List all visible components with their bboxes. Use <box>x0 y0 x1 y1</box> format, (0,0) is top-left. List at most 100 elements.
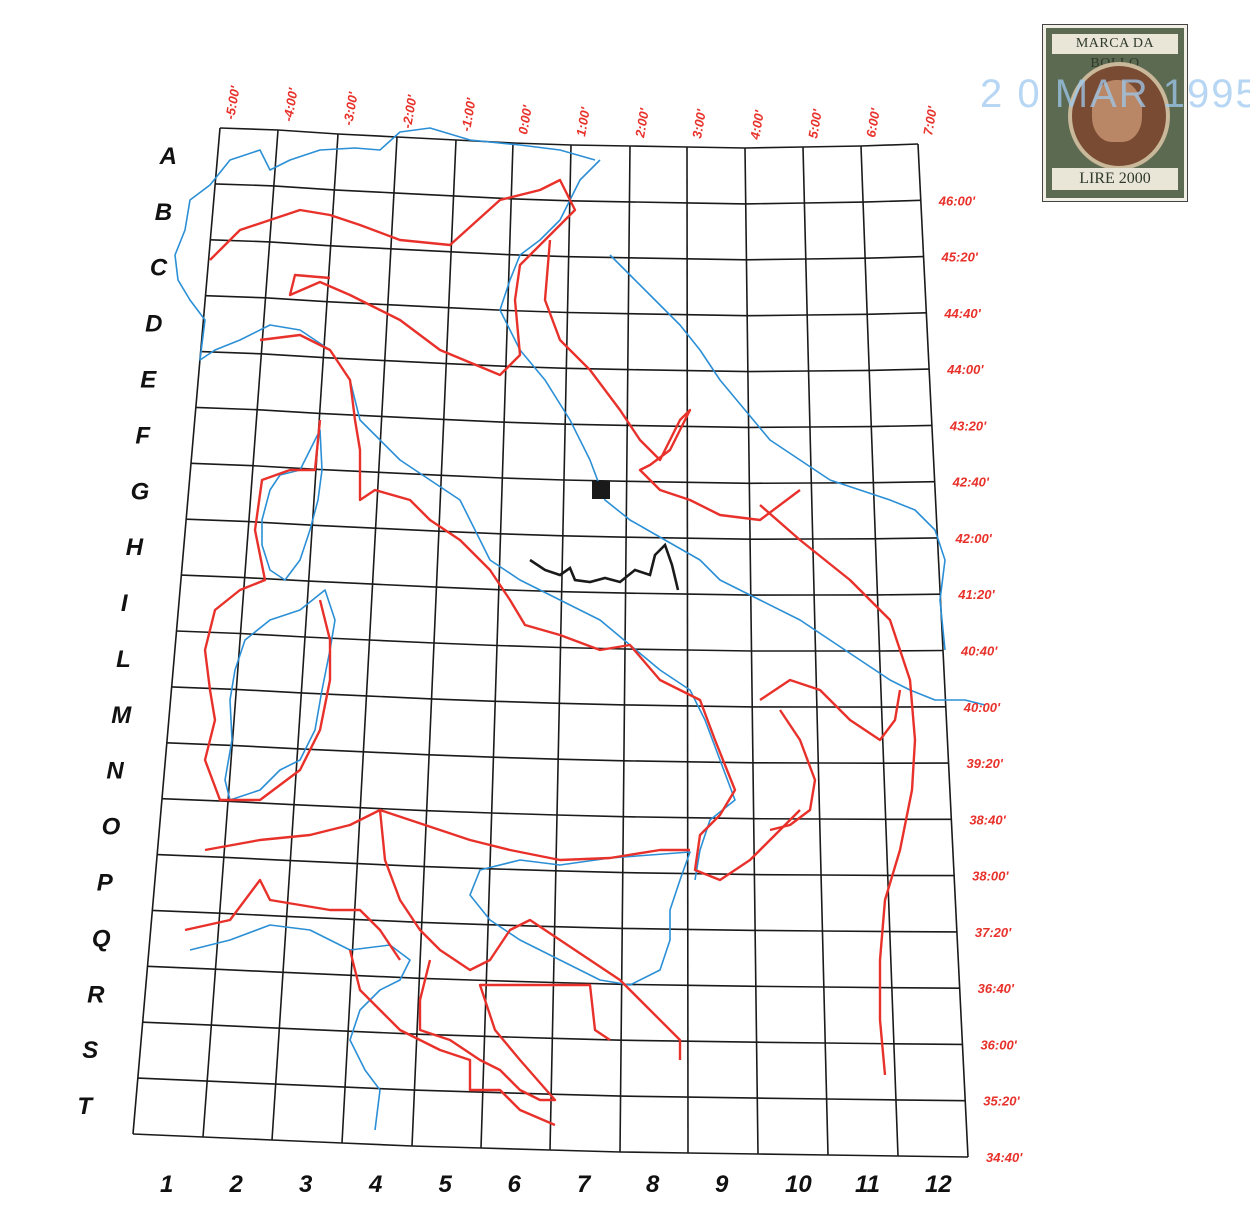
latitude-label: 34:40' <box>986 1150 1023 1165</box>
grid-parallel-line <box>195 406 932 429</box>
column-label: 7 <box>577 1171 592 1198</box>
latitude-label: 40:40' <box>960 644 998 659</box>
column-label: 12 <box>925 1171 952 1198</box>
row-label: Q <box>92 925 111 952</box>
coastline-sicily <box>469 851 691 986</box>
stamp-value: LIRE 2000 <box>1052 168 1178 190</box>
grid-parallel-line <box>142 1021 963 1046</box>
row-label: S <box>82 1037 98 1064</box>
row-label: N <box>106 758 124 785</box>
latitude-label: 35:20' <box>983 1094 1020 1109</box>
latitude-label: 36:00' <box>980 1037 1017 1052</box>
boundary-malta-area <box>184 878 401 961</box>
latitude-label: 40:00' <box>963 700 1001 715</box>
coastline-africa <box>189 924 411 1131</box>
latitude-label: 42:00' <box>954 531 992 546</box>
longitude-label: 5:00' <box>805 107 825 139</box>
boundary-sicily-channel <box>204 808 690 862</box>
latitude-label: 41:20' <box>957 587 995 602</box>
column-label: 10 <box>785 1171 812 1198</box>
stamp-portrait <box>1068 62 1170 170</box>
coastline-italy-west <box>174 127 736 881</box>
boundary-south-block <box>378 809 682 1102</box>
longitude-label: -4:00' <box>280 86 301 122</box>
column-label: 6 <box>508 1171 522 1198</box>
boundary-lines <box>184 178 917 1127</box>
latitude-label: 46:00' <box>938 193 976 208</box>
row-label: G <box>131 478 150 505</box>
longitude-label: 0:00' <box>515 103 535 135</box>
column-label: 1 <box>160 1171 173 1198</box>
row-label: B <box>155 199 172 226</box>
row-label: P <box>97 870 114 897</box>
row-label: D <box>145 311 162 338</box>
latitude-label: 37:20' <box>975 925 1012 940</box>
longitude-label: -5:00' <box>222 84 243 120</box>
grid-parallel-line <box>152 909 957 933</box>
column-label: 9 <box>715 1171 729 1198</box>
coastline-italy-east <box>499 159 986 706</box>
latitude-label: 45:20' <box>941 250 979 265</box>
boundary-sardinia-corsica <box>203 419 332 802</box>
boundary-adriatic <box>543 239 801 522</box>
boundary-northern-block <box>209 178 577 377</box>
grid-parallel-line <box>166 742 949 765</box>
coastlines <box>174 127 986 1131</box>
revenue-stamp: MARCA DA BOLLO LIRE 2000 <box>1043 25 1187 201</box>
boundary-tyrrhenian <box>259 333 801 882</box>
grid-parallel-line <box>161 797 952 821</box>
row-label: H <box>126 534 144 561</box>
row-label: F <box>135 422 151 449</box>
longitude-label: 1:00' <box>573 105 593 137</box>
grid-parallel-line <box>132 1133 969 1158</box>
row-label: C <box>150 255 168 282</box>
grid-parallel-line <box>186 518 938 541</box>
grid-parallel-line <box>219 127 919 149</box>
longitude-label: -2:00' <box>399 93 420 129</box>
column-label: 5 <box>439 1171 453 1198</box>
grid-parallel-line <box>205 294 927 317</box>
row-label: A <box>159 143 177 170</box>
longitude-label: -1:00' <box>458 96 479 132</box>
row-label: E <box>140 367 157 394</box>
date-postmark: 2 0 MAR 1995 <box>980 72 1250 116</box>
column-label: 2 <box>229 1171 244 1198</box>
latitude-label: 44:00' <box>946 362 984 377</box>
longitude-label: 4:00' <box>747 108 767 141</box>
longitude-labels: -5:00' -4:00' -3:00' -2:00' -1:00' 0:00' 1:00'… <box>222 84 940 141</box>
latitude-label: 42:40' <box>952 475 990 490</box>
row-label: T <box>77 1093 94 1120</box>
column-label: 8 <box>646 1171 660 1198</box>
stamp-head-icon <box>1092 80 1142 142</box>
latitude-label: 43:20' <box>949 418 987 433</box>
grid-parallel-line <box>147 965 960 989</box>
latitude-label: 39:20' <box>967 756 1004 771</box>
row-label: M <box>111 702 132 729</box>
longitude-label: -3:00' <box>340 90 361 126</box>
boundary-tunisia <box>348 949 556 1127</box>
grid-parallel-line <box>176 630 944 652</box>
row-label: I <box>121 590 129 617</box>
grid-parallel-line <box>171 686 946 708</box>
station-marker <box>592 481 610 499</box>
longitude-label: 2:00' <box>632 106 652 139</box>
stamp-header: MARCA DA BOLLO <box>1052 34 1178 71</box>
boundary-ionian <box>759 504 917 1076</box>
longitude-label: 7:00' <box>920 104 940 136</box>
seismic-profile-trace <box>529 542 680 591</box>
longitude-label: 3:00' <box>689 107 709 139</box>
longitude-label: 6:00' <box>863 106 883 138</box>
latitude-labels: 46:00' 45:20' 44:40' 44:00' 43:20' 42:40' 42:0… <box>938 193 1023 1165</box>
row-label: L <box>116 646 131 673</box>
grid-parallel-line <box>181 574 941 596</box>
column-label: 11 <box>855 1171 880 1198</box>
coastline-balkan <box>609 254 946 651</box>
column-label: 3 <box>299 1171 313 1198</box>
latitude-label: 44:40' <box>943 306 981 321</box>
latitude-label: 38:40' <box>969 812 1006 827</box>
row-label: O <box>102 814 121 841</box>
latitude-label: 36:40' <box>978 981 1015 996</box>
grid-parallel-line <box>200 350 930 373</box>
row-labels: A B C D E F G H I L M N O P Q R S T <box>77 143 177 1120</box>
